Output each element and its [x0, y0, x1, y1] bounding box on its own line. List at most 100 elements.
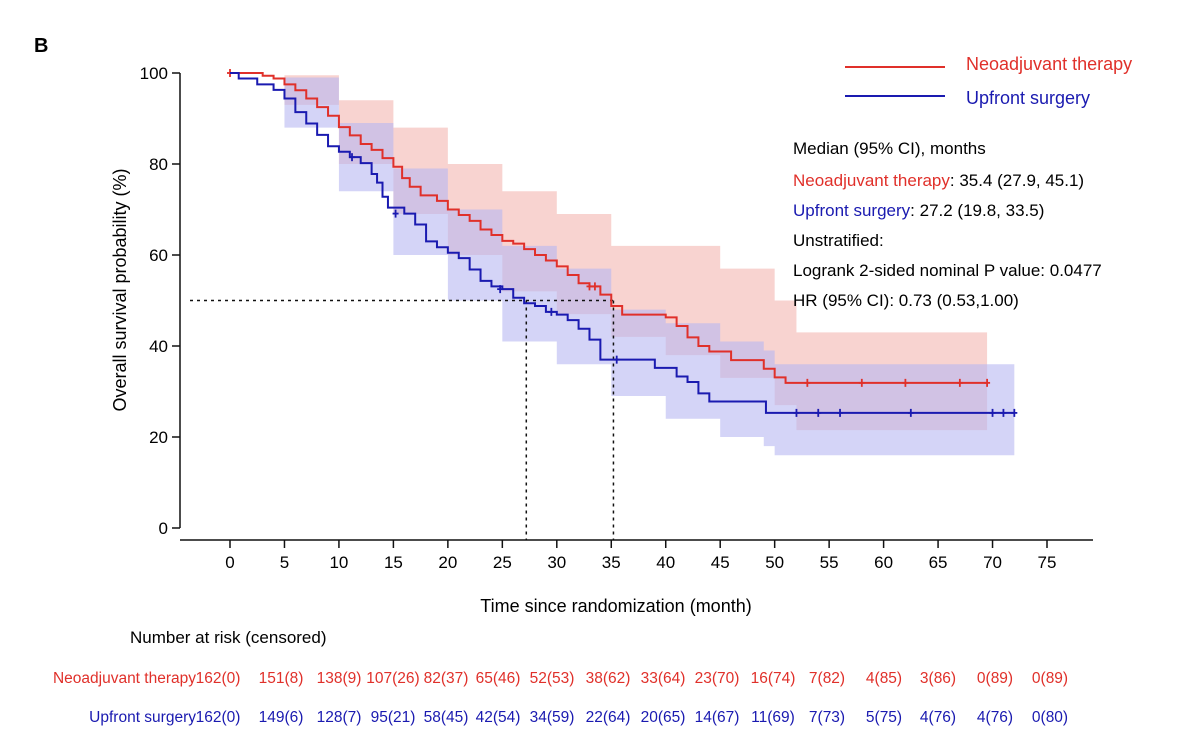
y-tick-label: 80 — [149, 155, 168, 174]
y-axis-label: Overall survival probability (%) — [110, 168, 130, 411]
x-tick-label: 0 — [225, 553, 234, 572]
censor-mark-neo — [858, 378, 865, 387]
x-tick-label: 75 — [1038, 553, 1057, 572]
risk-cell-upfront: 0(80) — [1032, 709, 1068, 726]
risk-cell-neo: 52(53) — [530, 670, 575, 687]
median-header: Median (95% CI), months — [793, 139, 986, 158]
risk-cell-upfront: 4(76) — [920, 709, 956, 726]
censor-mark-upfront — [837, 408, 844, 417]
risk-cell-upfront: 11(69) — [751, 709, 795, 726]
legend-upfront-label: Upfront surgery — [966, 88, 1090, 108]
censor-mark-upfront — [497, 285, 504, 294]
risk-cell-neo: 65(46) — [476, 670, 521, 687]
censor-mark-neo — [804, 378, 811, 387]
survival-curve-neo — [230, 72, 988, 384]
risk-cell-upfront: 58(45) — [424, 709, 469, 726]
risk-cell-neo: 0(89) — [1032, 670, 1068, 687]
censor-mark-neo — [902, 378, 909, 387]
y-tick-label: 60 — [149, 246, 168, 265]
x-axis-label: Time since randomization (month) — [480, 596, 751, 616]
y-tick-label: 40 — [149, 337, 168, 356]
risk-row-label-upfront: Upfront surgery — [89, 709, 196, 726]
censor-mark-neo — [956, 378, 963, 387]
censor-mark-neo — [984, 378, 991, 387]
confidence-bands — [230, 73, 1015, 456]
censor-mark-upfront — [815, 408, 822, 417]
risk-cell-neo: 33(64) — [641, 670, 686, 687]
censor-mark-upfront — [392, 209, 399, 218]
x-tick-label: 10 — [329, 553, 348, 572]
risk-cell-upfront: 128(7) — [317, 709, 362, 726]
risk-cell-neo: 3(86) — [920, 670, 956, 687]
risk-cell-upfront: 42(54) — [476, 709, 521, 726]
risk-cell-upfront: 22(64) — [586, 709, 631, 726]
survival-curve-upfront — [230, 72, 1015, 414]
risk-cell-neo: 107(26) — [366, 670, 419, 687]
censor-mark-upfront — [349, 153, 356, 162]
hazard-ratio: HR (95% CI): 0.73 (0.53,1.00) — [793, 291, 1019, 310]
x-tick-label: 40 — [656, 553, 675, 572]
risk-cell-neo: 162(0) — [196, 670, 241, 687]
median-neo-value: : 35.4 (27.9, 45.1) — [950, 171, 1084, 190]
risk-cell-upfront: 7(73) — [809, 709, 845, 726]
axes: 0 20 40 60 80 100 0 5 10 15 20 25 30 35 40 45 50 55 60 65 70… — [140, 64, 1093, 572]
risk-cell-neo: 82(37) — [424, 670, 469, 687]
censor-mark-upfront — [793, 408, 800, 417]
censor-mark-neo — [586, 282, 593, 291]
risk-cell-neo: 7(82) — [809, 670, 845, 687]
censor-mark-upfront — [1011, 408, 1018, 417]
x-tick-label: 65 — [929, 553, 948, 572]
y-tick-label: 20 — [149, 428, 168, 447]
y-tick-label: 100 — [140, 64, 168, 83]
risk-cell-neo: 38(62) — [586, 670, 631, 687]
median-upfront-value: : 27.2 (19.8, 33.5) — [910, 201, 1044, 220]
risk-cell-neo: 16(74) — [751, 670, 796, 687]
stats-annotation: Median (95% CI), months Neoadjuvant ther… — [793, 139, 1102, 310]
x-tick-label: 60 — [874, 553, 893, 572]
survival-curves — [227, 69, 1018, 417]
x-tick-label: 70 — [983, 553, 1002, 572]
x-tick-label: 30 — [547, 553, 566, 572]
logrank-pvalue: Logrank 2-sided nominal P value: 0.0477 — [793, 261, 1102, 280]
x-tick-label: 55 — [820, 553, 839, 572]
x-tick-label: 35 — [602, 553, 621, 572]
censor-mark-upfront — [907, 408, 914, 417]
median-reference-lines — [190, 299, 615, 540]
panel-label: B — [34, 35, 48, 57]
risk-table-title: Number at risk (censored) — [130, 628, 327, 647]
censor-mark-upfront — [1000, 408, 1007, 417]
risk-cell-upfront: 14(67) — [695, 709, 740, 726]
risk-cell-upfront: 20(65) — [641, 709, 686, 726]
median-neo-row: Neoadjuvant therapy: 35.4 (27.9, 45.1) — [793, 171, 1084, 190]
risk-cell-upfront: 4(76) — [977, 709, 1013, 726]
risk-cell-neo: 138(9) — [317, 670, 362, 687]
risk-cell-neo: 0(89) — [977, 670, 1013, 687]
risk-cell-upfront: 95(21) — [371, 709, 416, 726]
risk-cell-neo: 151(8) — [259, 670, 304, 687]
risk-cell-upfront: 149(6) — [259, 709, 304, 726]
ci-band-upfront — [230, 73, 1015, 456]
median-upfront-label: Upfront surgery — [793, 201, 911, 220]
median-upfront-row: Upfront surgery: 27.2 (19.8, 33.5) — [793, 201, 1044, 220]
risk-cell-upfront: 5(75) — [866, 709, 902, 726]
censor-mark-neo — [591, 282, 598, 291]
risk-cell-neo: 23(70) — [695, 670, 740, 687]
ci-band-neo — [230, 73, 988, 431]
censor-mark-upfront — [989, 408, 996, 417]
x-tick-label: 5 — [280, 553, 289, 572]
x-tick-label: 50 — [765, 553, 784, 572]
x-tick-label: 20 — [438, 553, 457, 572]
legend: Neoadjuvant therapy Upfront surgery — [845, 54, 1132, 108]
legend-neo-label: Neoadjuvant therapy — [966, 54, 1132, 74]
censor-mark-upfront — [548, 307, 555, 316]
x-tick-label: 15 — [384, 553, 403, 572]
censor-mark-upfront — [613, 355, 620, 364]
risk-row-label-neo: Neoadjuvant therapy — [53, 670, 196, 687]
y-tick-label: 0 — [159, 519, 168, 538]
x-tick-label: 25 — [493, 553, 512, 572]
risk-cell-upfront: 34(59) — [530, 709, 575, 726]
risk-cell-upfront: 162(0) — [196, 709, 241, 726]
unstratified-label: Unstratified: — [793, 231, 884, 250]
risk-table: Neoadjuvant therapy 162(0) 151(8) 138(9) 107… — [53, 670, 1068, 726]
